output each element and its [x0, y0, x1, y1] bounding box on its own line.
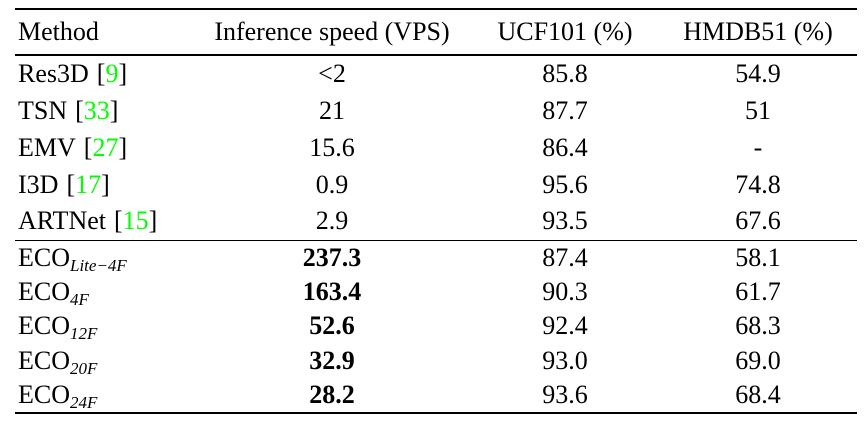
ucf101-cell: 90.3: [542, 276, 588, 306]
col-header-speed: Inference speed (VPS): [214, 17, 450, 46]
results-table: Method Inference speed (VPS) UCF101 (%) …: [15, 8, 857, 414]
speed-cell: 52.6: [309, 311, 355, 341]
method-cell: TSN [33]: [15, 92, 193, 129]
method-cell: ECO12F: [15, 309, 193, 344]
hmdb51-cell: 74.8: [735, 169, 781, 199]
method-cell: ECO20F: [15, 344, 193, 379]
col-header-method: Method: [18, 17, 99, 46]
table-row: ECO12F 52.6 92.4 68.3: [15, 309, 857, 344]
table-row: ECO4F 163.4 90.3 61.7: [15, 275, 857, 310]
speed-cell: 32.9: [309, 346, 355, 376]
hmdb51-cell: 68.3: [735, 311, 781, 341]
hmdb51-cell: -: [753, 132, 763, 162]
method-name: EMV: [18, 132, 76, 162]
speed-cell: 2.9: [315, 206, 349, 236]
method-subscript: 4F: [70, 289, 89, 309]
table-row: TSN [33] 21 87.7 51: [15, 92, 857, 129]
header-row: Method Inference speed (VPS) UCF101 (%) …: [15, 9, 857, 55]
ucf101-cell: 93.6: [542, 380, 588, 410]
citation-number: 9: [105, 59, 119, 88]
table-row: ECO24F 28.2 93.6 68.4: [15, 378, 857, 413]
hmdb51-cell: 58.1: [735, 242, 781, 272]
hmdb51-cell: 68.4: [735, 380, 781, 410]
hmdb51-cell: 54.9: [735, 59, 781, 88]
citation-number: 33: [83, 95, 110, 125]
cite-bracket-close: ]: [109, 95, 119, 125]
speed-cell: <2: [318, 59, 346, 88]
speed-cell: 21: [319, 95, 345, 125]
method-subscript: 24F: [70, 393, 98, 413]
citation-number: 15: [122, 206, 149, 236]
cite-bracket-close: ]: [148, 206, 158, 236]
method-subscript: 12F: [70, 324, 98, 344]
hmdb51-cell: 51: [745, 95, 771, 125]
speed-cell: 15.6: [309, 132, 355, 162]
speed-cell: 237.3: [302, 242, 362, 272]
hmdb51-cell: 67.6: [735, 206, 781, 236]
method-cell: Res3D [9]: [15, 55, 193, 92]
table-header: Method Inference speed (VPS) UCF101 (%) …: [15, 9, 857, 55]
method-name: ECO: [18, 346, 70, 376]
method-name: ECO: [18, 242, 70, 272]
cite-bracket-open: [: [96, 59, 106, 88]
citation-number: 17: [75, 169, 102, 199]
table-row: I3D [17] 0.9 95.6 74.8: [15, 166, 857, 203]
speed-cell: 28.2: [309, 380, 355, 410]
method-name: ECO: [18, 380, 70, 410]
method-cell: I3D [17]: [15, 166, 193, 203]
table-row: ECO20F 32.9 93.0 69.0: [15, 344, 857, 379]
ucf101-cell: 85.8: [542, 59, 588, 88]
table-row: ARTNet [15] 2.9 93.5 67.6: [15, 203, 857, 240]
method-name: Res3D: [18, 59, 89, 88]
baseline-methods-group: Res3D [9] <2 85.8 54.9 TSN [33] 21 87.7 51…: [15, 55, 857, 240]
speed-cell: 163.4: [302, 276, 362, 306]
hmdb51-cell: 69.0: [735, 346, 781, 376]
ucf101-cell: 93.5: [542, 206, 588, 236]
table-row: Res3D [9] <2 85.8 54.9: [15, 55, 857, 92]
cite-bracket-close: ]: [118, 59, 128, 88]
col-header-ucf101: UCF101 (%): [497, 17, 633, 46]
table-row: EMV [27] 15.6 86.4 -: [15, 129, 857, 166]
col-header-hmdb51: HMDB51 (%): [683, 17, 833, 46]
method-subscript: 20F: [70, 359, 98, 379]
ucf101-cell: 86.4: [542, 132, 588, 162]
cite-bracket-open: [: [75, 95, 84, 125]
method-cell: ARTNet [15]: [15, 203, 193, 240]
method-subscript: Lite−4F: [70, 255, 127, 275]
cite-bracket-close: ]: [118, 132, 128, 162]
method-name: I3D: [18, 169, 59, 199]
method-cell: ECO24F: [15, 378, 193, 413]
ucf101-cell: 93.0: [542, 346, 588, 376]
method-name: ECO: [18, 276, 70, 306]
method-name: ECO: [18, 311, 70, 341]
cite-bracket-open: [: [113, 206, 123, 236]
eco-methods-group: ECOLite−4F 237.3 87.4 58.1 ECO4F 163.4 9…: [15, 240, 857, 413]
cite-bracket-open: [: [66, 169, 76, 199]
method-cell: EMV [27]: [15, 129, 193, 166]
method-cell: ECOLite−4F: [15, 240, 193, 275]
ucf101-cell: 92.4: [542, 311, 588, 341]
method-cell: ECO4F: [15, 275, 193, 310]
ucf101-cell: 87.7: [542, 95, 588, 125]
cite-bracket-close: ]: [101, 169, 110, 199]
speed-cell: 0.9: [315, 169, 349, 199]
cite-bracket-open: [: [83, 132, 93, 162]
ucf101-cell: 87.4: [542, 242, 588, 272]
table-row: ECOLite−4F 237.3 87.4 58.1: [15, 240, 857, 275]
hmdb51-cell: 61.7: [735, 276, 781, 306]
method-name: ARTNet: [18, 206, 106, 236]
ucf101-cell: 95.6: [542, 169, 588, 199]
citation-number: 27: [92, 132, 119, 162]
method-name: TSN: [18, 95, 68, 125]
